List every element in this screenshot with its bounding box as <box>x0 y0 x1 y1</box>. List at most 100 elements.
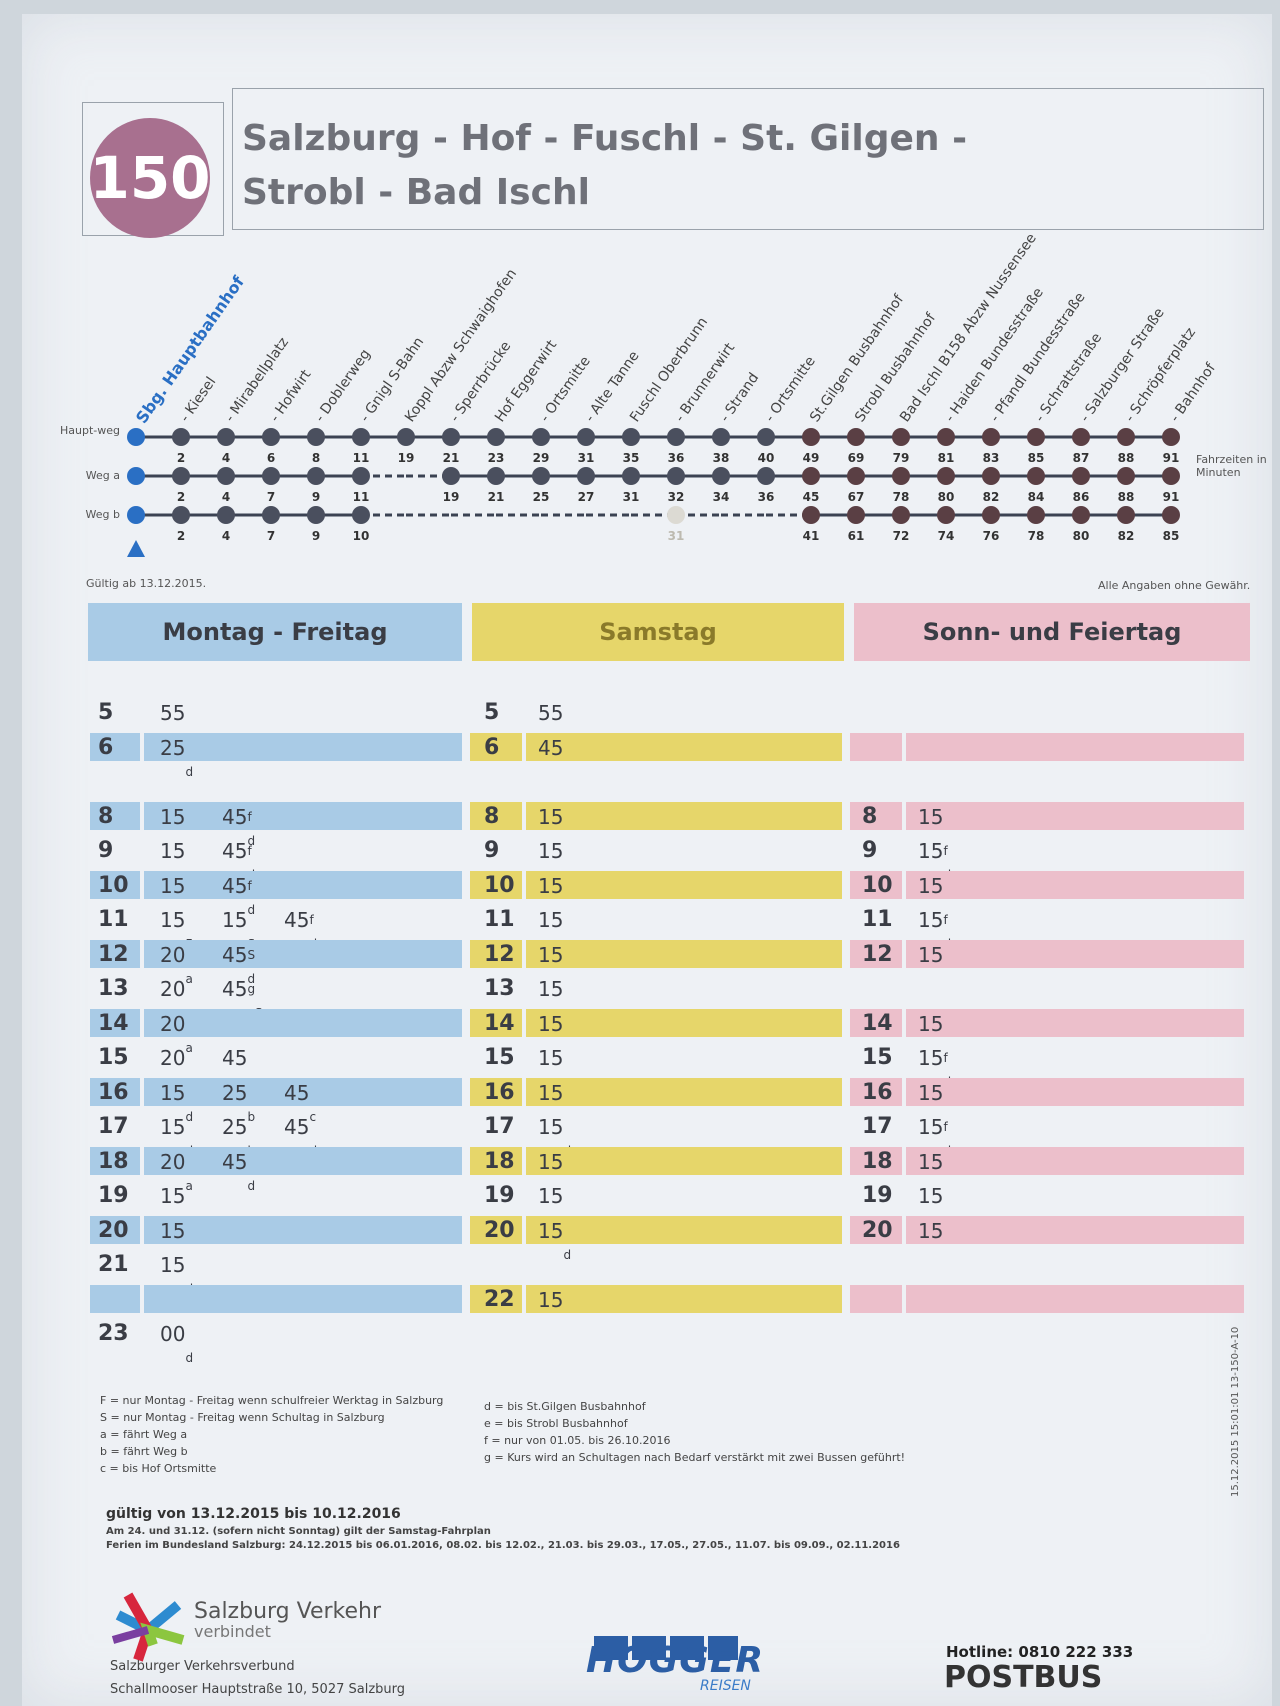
row-band <box>850 939 902 968</box>
hour-label: 17 <box>862 1114 893 1139</box>
row-band <box>144 732 462 761</box>
route-title-line1: Salzburg - Hof - Fuschl - St. Gilgen - <box>242 118 968 159</box>
hour-label: 5 <box>484 700 500 725</box>
hour-label: 11 <box>98 907 129 932</box>
hour-label: 6 <box>98 734 114 760</box>
hour-label: 15 <box>862 1045 893 1070</box>
route-title-line2: Strobl - Bad Ischl <box>242 172 590 213</box>
svv-org: Salzburger Verkehrsverbund <box>110 1659 295 1674</box>
row-band <box>144 801 462 830</box>
validity-period: gültig von 13.12.2015 bis 10.12.2016 <box>106 1506 401 1522</box>
svv-address: Schallmooser Hauptstraße 10, 5027 Salzbu… <box>110 1682 406 1697</box>
row-band <box>906 801 1244 830</box>
weekday-header: Montag - Freitag <box>88 603 462 661</box>
hour-label: 10 <box>862 872 893 898</box>
hour-label: 21 <box>98 1252 129 1277</box>
row-band <box>470 939 522 968</box>
hour-label: 10 <box>98 872 129 898</box>
row-band <box>470 1077 522 1106</box>
row-band <box>850 1146 902 1175</box>
row-band <box>850 1215 902 1244</box>
minute-entry: 15 <box>538 977 564 1001</box>
row-band <box>470 1215 522 1244</box>
hour-label: 20 <box>98 1217 129 1243</box>
row-band <box>470 1284 522 1313</box>
row-band <box>526 939 842 968</box>
row-band <box>144 939 462 968</box>
valid-from-note: Gültig ab 13.12.2015. <box>86 577 207 590</box>
row-band <box>526 801 842 830</box>
row-band <box>850 1284 902 1313</box>
hour-label: 18 <box>98 1148 129 1174</box>
minute-entry: 20a <box>160 977 193 1020</box>
hour-label: 9 <box>862 838 878 863</box>
minute-entry: 15fd <box>918 1115 951 1158</box>
row-band <box>906 870 1244 899</box>
minute-entry: 25 d <box>160 735 194 779</box>
hour-label: 11 <box>484 907 515 932</box>
svv-tagline: verbindet <box>194 1622 271 1641</box>
row-band <box>850 1008 902 1037</box>
row-band <box>906 1077 1244 1106</box>
row-band <box>850 801 902 830</box>
hour-label: 12 <box>862 941 893 967</box>
minute-entry: 15 <box>918 804 944 829</box>
hour-label: 22 <box>484 1286 515 1312</box>
minute-entry: 15 <box>538 1011 564 1036</box>
row-band <box>906 939 1244 968</box>
route-row-label: Weg a <box>85 469 120 482</box>
minute-entry: 15d <box>160 1115 193 1158</box>
minute-entry: 45 <box>538 735 564 760</box>
legend-item: d = bis St.Gilgen Busbahnhof <box>484 1400 646 1413</box>
fahrzeiten-label: Fahrzeiten in Minuten <box>1196 453 1267 479</box>
row-band <box>526 1008 842 1037</box>
row-band <box>90 1008 140 1037</box>
disclaimer-note: Alle Angaben ohne Gewähr. <box>1098 579 1251 592</box>
legend-item: F = nur Montag - Freitag wenn schulfreie… <box>100 1394 444 1407</box>
hogger-logo-icon <box>594 1636 738 1660</box>
route-row-label: Weg b <box>85 508 120 521</box>
row-band <box>470 870 522 899</box>
hogger-logo-name: HOGGER <box>586 1640 765 1681</box>
school-holidays-note: Ferien im Bundesland Salzburg: 24.12.201… <box>106 1540 900 1551</box>
hour-label: 15 <box>484 1045 515 1070</box>
row-band <box>90 870 140 899</box>
minute-entry: 15 <box>160 839 186 863</box>
salzburg-verkehr-logo-icon <box>111 1592 185 1662</box>
row-band <box>906 732 1244 761</box>
minute-entry: 25b <box>222 1115 255 1158</box>
hour-label: 13 <box>484 976 515 1001</box>
hour-label: 8 <box>862 803 878 829</box>
hour-label: 19 <box>98 1183 129 1208</box>
minute-entry: 15 <box>538 1080 564 1105</box>
hour-label: 23 <box>98 1321 129 1346</box>
hour-label: 15 <box>98 1045 129 1070</box>
minute-entry: 45c <box>222 1046 254 1089</box>
row-band <box>906 1215 1244 1244</box>
row-band <box>470 732 522 761</box>
minute-entry: 20a <box>160 1046 193 1089</box>
legend-item: f = nur von 01.05. bis 26.10.2016 <box>484 1434 671 1447</box>
row-band <box>90 732 140 761</box>
row-band <box>144 1215 462 1244</box>
hour-label: 14 <box>98 1010 129 1036</box>
route-row-label: Haupt-weg <box>60 424 120 437</box>
hour-label: 17 <box>98 1114 129 1139</box>
minute-entry: 15 <box>918 942 944 967</box>
minute-entry: 15fd <box>918 1046 951 1089</box>
row-band <box>526 1146 842 1175</box>
row-band <box>850 870 902 899</box>
hour-label: 16 <box>484 1079 515 1105</box>
row-band <box>906 1284 1244 1313</box>
hour-label: 10 <box>484 872 515 898</box>
hour-label: 16 <box>862 1079 893 1105</box>
minute-entry: 15 <box>538 1287 564 1312</box>
row-band <box>144 1077 462 1106</box>
